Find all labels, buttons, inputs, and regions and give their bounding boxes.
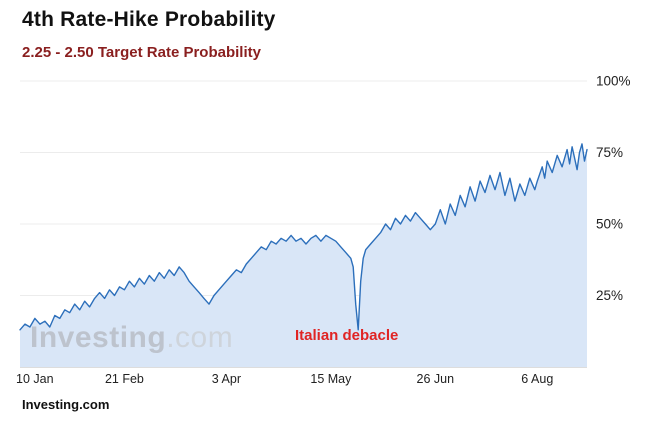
watermark-name: Investing [30,321,167,354]
italian-debacle-annotation: Italian debacle [295,327,399,344]
footer-brand: Investing.com [22,397,110,412]
probability-area-chart: 25% 50% 75% 100% 10 Jan 21 Feb 3 Apr 15 May 26 J… [16,74,631,387]
svg-text:100%: 100% [596,74,631,89]
svg-text:10 Jan: 10 Jan [16,372,54,386]
chart-area: 25% 50% 75% 100% 10 Jan 21 Feb 3 Apr 15 May 26 J… [12,69,652,391]
watermark-suffix: .com [166,321,234,354]
svg-text:50%: 50% [596,217,623,232]
chart-subtitle: 2.25 - 2.50 Target Rate Probability [22,44,261,61]
svg-text:75%: 75% [596,145,623,160]
watermark: Investing.com [30,321,233,355]
svg-text:26 Jun: 26 Jun [417,372,455,386]
svg-text:25%: 25% [596,288,623,303]
svg-text:3 Apr: 3 Apr [212,372,241,386]
svg-text:6 Aug: 6 Aug [521,372,553,386]
svg-text:15 May: 15 May [310,372,352,386]
page-title: 4th Rate-Hike Probability [22,8,276,31]
svg-text:21 Feb: 21 Feb [105,372,144,386]
